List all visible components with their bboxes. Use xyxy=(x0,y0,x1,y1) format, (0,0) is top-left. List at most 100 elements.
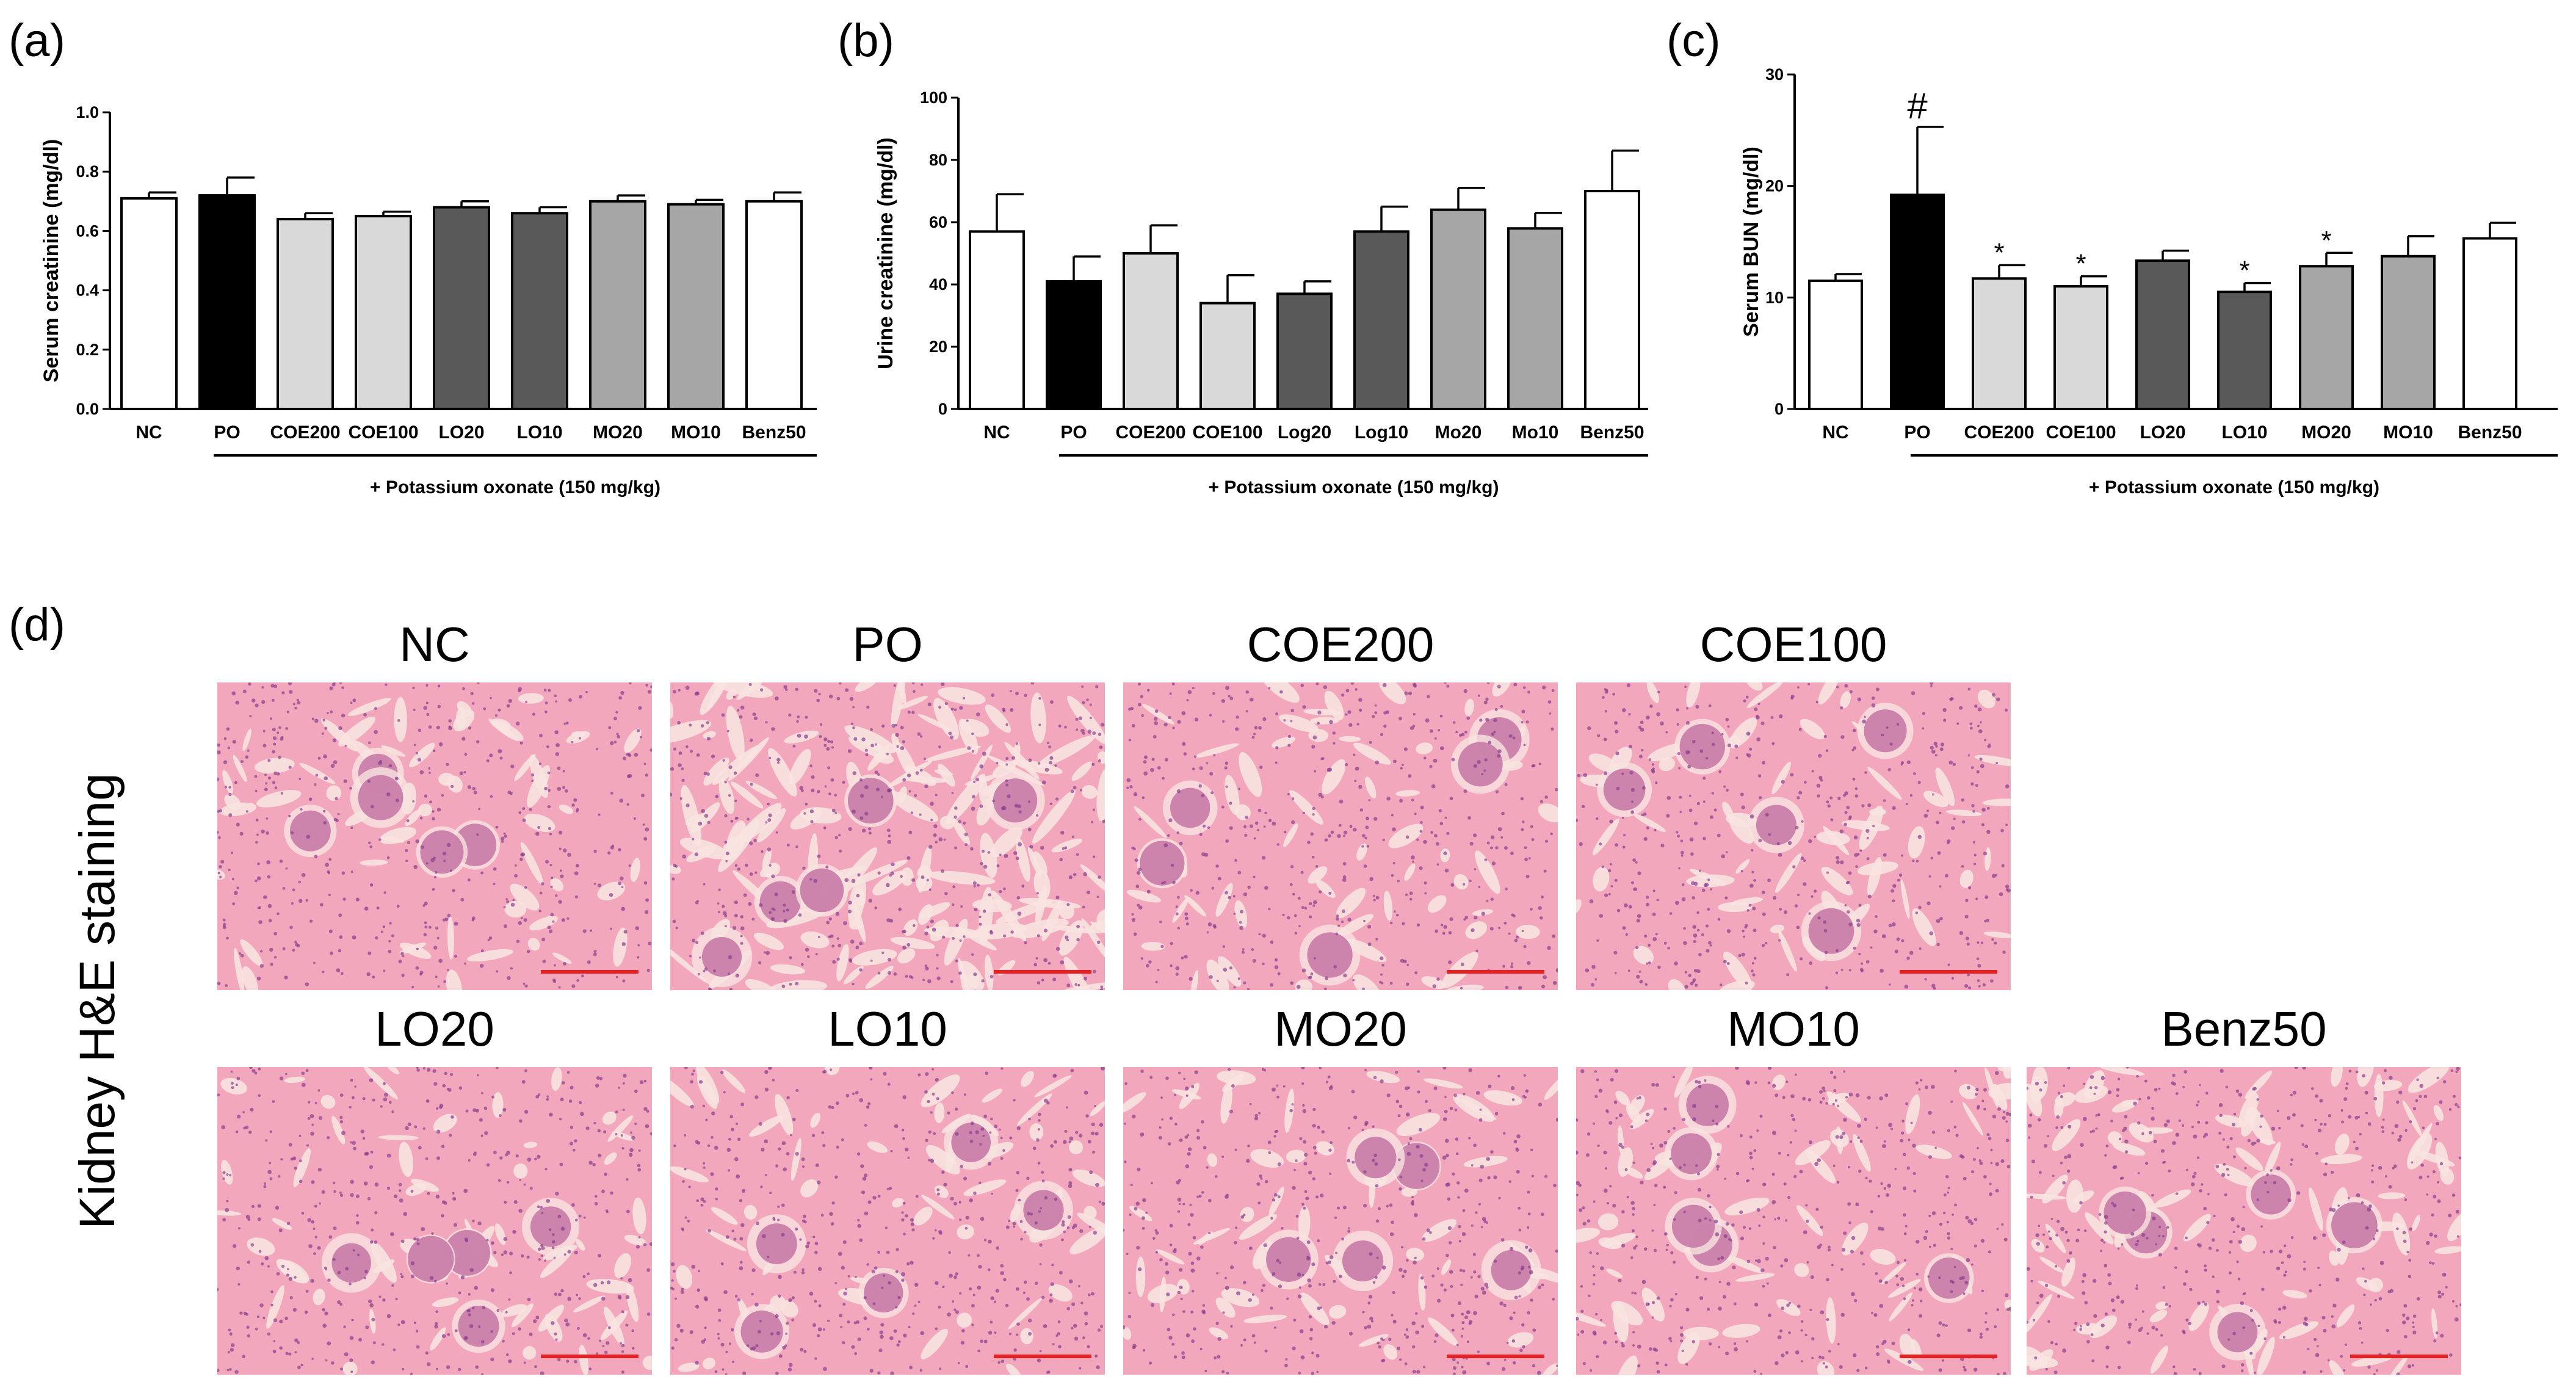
nucleus-dot xyxy=(1191,1289,1195,1293)
nucleus-dot xyxy=(728,955,733,960)
nucleus-dot xyxy=(1466,716,1471,720)
nucleus-dot xyxy=(443,980,446,983)
nucleus-dot xyxy=(578,1101,582,1104)
tubule-lumen xyxy=(1179,1082,1199,1109)
nucleus-dot xyxy=(708,987,711,990)
nucleus-dot xyxy=(1239,910,1243,914)
nucleus-dot xyxy=(895,1248,899,1251)
nucleus-dot xyxy=(239,952,242,955)
nucleus-dot xyxy=(344,744,347,747)
nucleus-dot xyxy=(371,805,374,809)
nucleus-dot xyxy=(1124,1082,1127,1085)
nucleus-dot xyxy=(548,789,551,792)
nucleus-dot xyxy=(1198,784,1203,788)
nucleus-dot xyxy=(1708,704,1712,707)
nucleus-dot xyxy=(1657,965,1661,969)
nucleus-dot xyxy=(410,1190,414,1193)
nucleus-dot xyxy=(314,1102,317,1105)
nucleus-dot xyxy=(697,1270,700,1272)
nucleus-dot xyxy=(698,821,703,826)
histology-title-lo20: LO20 xyxy=(375,1002,494,1056)
nucleus-dot xyxy=(1770,715,1774,719)
nucleus-dot xyxy=(1754,1303,1759,1307)
nucleus-dot xyxy=(1276,1084,1279,1087)
nucleus-dot xyxy=(2008,1306,2011,1311)
tubule-lumen xyxy=(703,731,716,739)
tubule-lumen xyxy=(952,818,970,845)
nucleus-dot xyxy=(1191,1339,1195,1344)
nucleus-dot xyxy=(1746,731,1751,736)
nucleus-dot xyxy=(1857,1123,1861,1128)
nucleus-dot xyxy=(1270,1217,1273,1220)
nucleus-dot xyxy=(617,735,620,739)
nucleus-dot xyxy=(406,819,410,822)
nucleus-dot xyxy=(1982,983,1986,986)
nucleus-dot xyxy=(964,1226,968,1230)
nucleus-dot xyxy=(466,1309,470,1312)
nucleus-dot xyxy=(1163,722,1168,727)
nucleus-dot xyxy=(273,742,277,746)
nucleus-dot xyxy=(1875,1272,1878,1275)
nucleus-dot xyxy=(1979,757,1983,761)
nucleus-dot xyxy=(930,801,934,806)
nucleus-dot xyxy=(1709,815,1713,819)
nucleus-dot xyxy=(615,1132,618,1136)
nucleus-dot xyxy=(1843,1231,1847,1236)
nucleus-dot xyxy=(932,927,936,932)
nucleus-dot xyxy=(1991,938,1994,941)
nucleus-dot xyxy=(1253,733,1256,736)
tubule-lumen xyxy=(576,1239,585,1251)
nucleus-dot xyxy=(852,726,855,729)
nucleus-dot xyxy=(1945,1174,1949,1179)
tubule-lumen xyxy=(604,1152,617,1165)
nucleus-dot xyxy=(1292,1346,1296,1350)
nucleus-dot xyxy=(830,1068,833,1071)
nucleus-dot xyxy=(1140,1132,1145,1137)
nucleus-dot xyxy=(1342,878,1347,882)
nucleus-dot xyxy=(1733,1302,1737,1306)
tissue-image-lo20 xyxy=(217,1067,652,1375)
nucleus-dot xyxy=(1911,691,1916,695)
nucleus-dot xyxy=(938,1367,942,1370)
nucleus-dot xyxy=(1170,863,1174,867)
nucleus-dot xyxy=(1449,797,1453,800)
nucleus-dot xyxy=(839,1314,843,1318)
nucleus-dot xyxy=(288,682,292,686)
nucleus-dot xyxy=(1482,1290,1486,1295)
nucleus-dot xyxy=(787,1367,792,1372)
nucleus-dot xyxy=(1293,1319,1297,1322)
tubule-lumen xyxy=(921,1195,955,1220)
nucleus-dot xyxy=(447,1088,452,1092)
nucleus-dot xyxy=(1859,1140,1863,1143)
nucleus-dot xyxy=(740,941,743,945)
nucleus-dot xyxy=(723,1290,728,1295)
nucleus-dot xyxy=(1239,925,1244,930)
nucleus-dot xyxy=(1896,723,1900,726)
nucleus-dot xyxy=(775,1314,779,1319)
tubule-lumen xyxy=(607,1115,634,1142)
nucleus-dot xyxy=(1171,1313,1175,1317)
nucleus-dot xyxy=(971,1304,975,1308)
nucleus-dot xyxy=(1213,754,1216,757)
nucleus-dot xyxy=(460,1275,465,1279)
nucleus-dot xyxy=(1947,841,1950,845)
nucleus-dot xyxy=(973,972,977,977)
nucleus-dot xyxy=(1963,1366,1966,1369)
nucleus-dot xyxy=(227,1351,231,1354)
nucleus-dot xyxy=(1527,1311,1530,1315)
tubule-lumen xyxy=(726,820,747,860)
nucleus-dot xyxy=(634,1122,637,1126)
nucleus-dot xyxy=(323,821,327,825)
tubule-lumen xyxy=(1234,900,1248,928)
nucleus-dot xyxy=(1641,1279,1646,1284)
nucleus-dot xyxy=(1638,1096,1641,1099)
category-label: Log10 xyxy=(1355,422,1408,443)
nucleus-dot xyxy=(1435,1333,1439,1337)
nucleus-dot xyxy=(1038,723,1041,726)
nucleus-dot xyxy=(292,703,295,706)
nucleus-dot xyxy=(1405,835,1409,839)
nucleus-dot xyxy=(1844,791,1848,795)
nucleus-dot xyxy=(1140,957,1144,960)
nucleus-dot xyxy=(637,729,640,733)
nucleus-dot xyxy=(267,1265,270,1268)
